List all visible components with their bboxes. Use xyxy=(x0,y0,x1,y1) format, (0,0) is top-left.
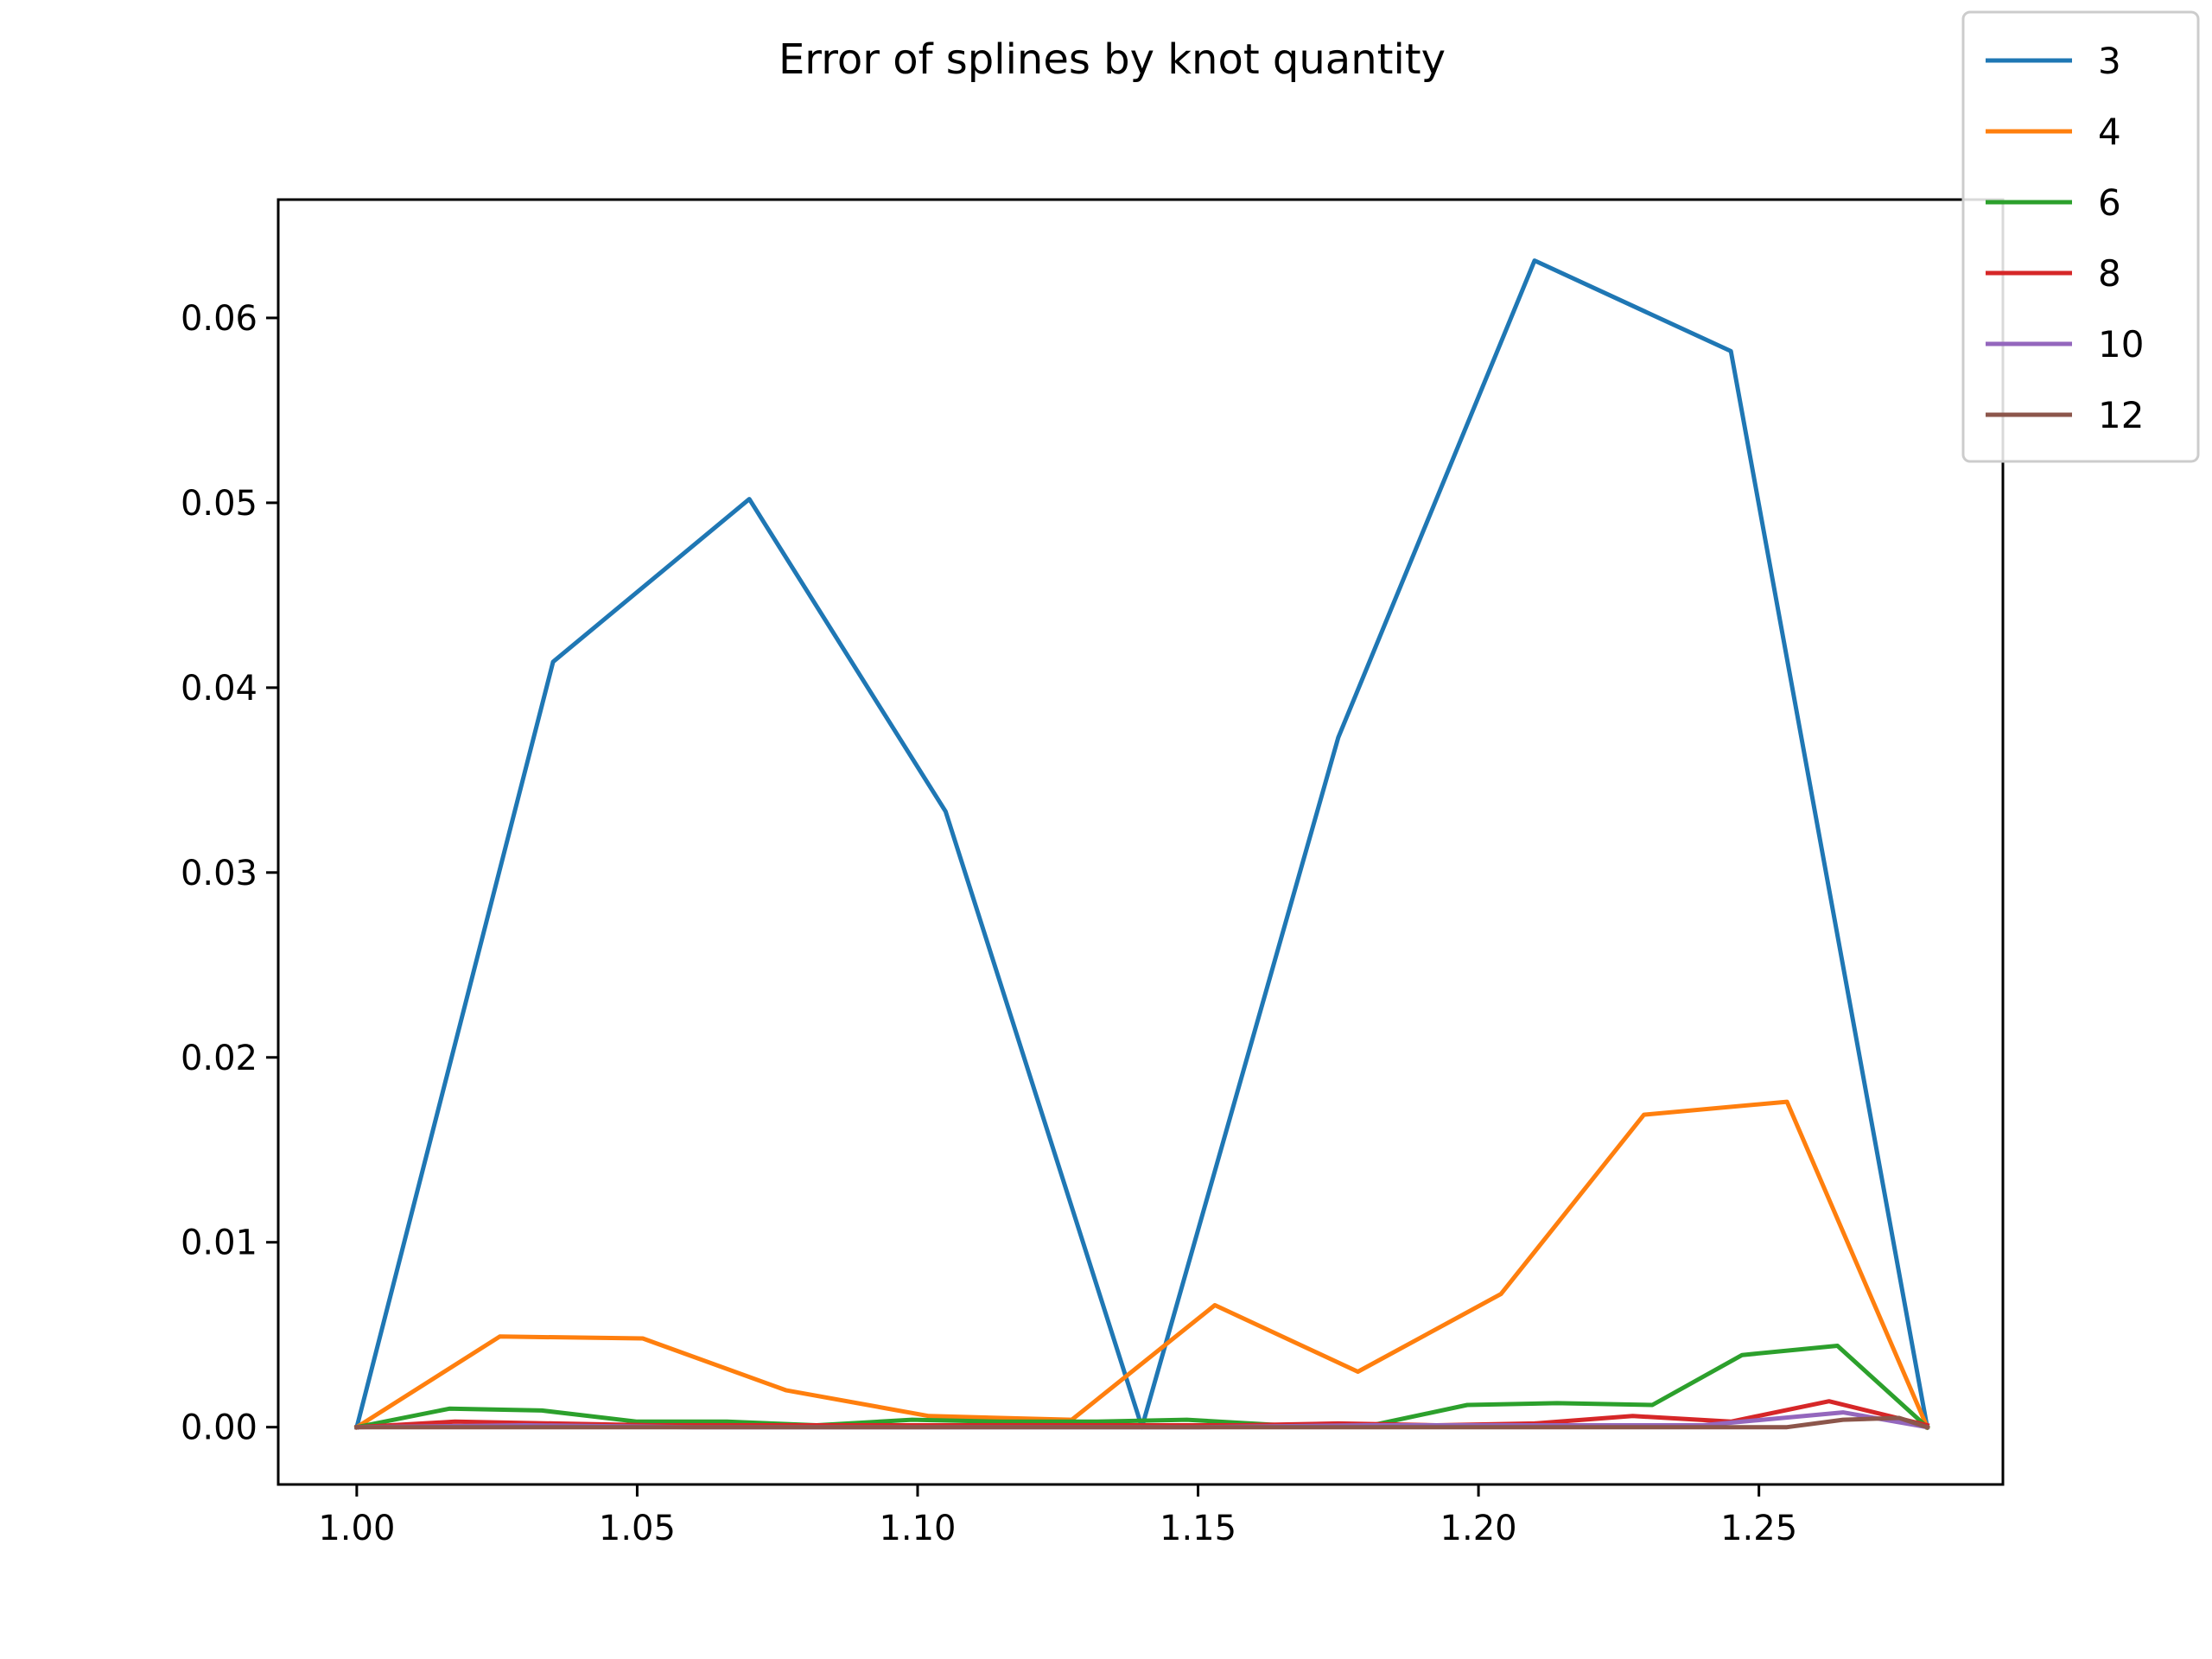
series-line-6 xyxy=(353,1344,1930,1431)
legend-label-6: 6 xyxy=(2098,181,2121,224)
legend-label-8: 8 xyxy=(2098,252,2121,295)
x-tick-label: 1.00 xyxy=(318,1509,395,1548)
y-tick-label: 0.01 xyxy=(181,1224,257,1263)
x-tick-label: 1.10 xyxy=(879,1509,956,1548)
y-tick-label: 0.05 xyxy=(181,484,257,524)
series-line-12 xyxy=(354,1415,1930,1430)
legend-label-10: 10 xyxy=(2098,323,2144,365)
y-tick-label: 0.04 xyxy=(181,669,257,709)
y-tick-label: 0.00 xyxy=(181,1408,257,1448)
x-tick-label: 1.15 xyxy=(1160,1509,1236,1548)
legend: 3 4 6 8 10 12 xyxy=(1961,10,2200,463)
series-line-3 xyxy=(353,258,1930,1430)
axes: 1.00 1.05 1.10 1.15 1.20 1.25 0.00 0.01 0.02 0.03… xyxy=(181,198,2005,1548)
x-tick-label: 1.25 xyxy=(1720,1509,1797,1548)
axes-frame xyxy=(276,198,2005,1486)
plot-area xyxy=(353,258,1930,1431)
y-tick-label: 0.06 xyxy=(181,299,257,339)
chart-title: Error of splines by knot quantity xyxy=(779,35,1446,84)
legend-label-3: 3 xyxy=(2098,40,2121,82)
y-tick-label: 0.03 xyxy=(181,854,257,893)
y-tick-label: 0.02 xyxy=(181,1039,257,1078)
x-tick-label: 1.20 xyxy=(1440,1509,1517,1548)
series-line-4 xyxy=(353,1099,1930,1431)
legend-label-4: 4 xyxy=(2098,111,2121,153)
legend-box xyxy=(1961,10,2200,463)
x-tick-label: 1.05 xyxy=(599,1509,676,1548)
legend-label-12: 12 xyxy=(2098,394,2144,436)
